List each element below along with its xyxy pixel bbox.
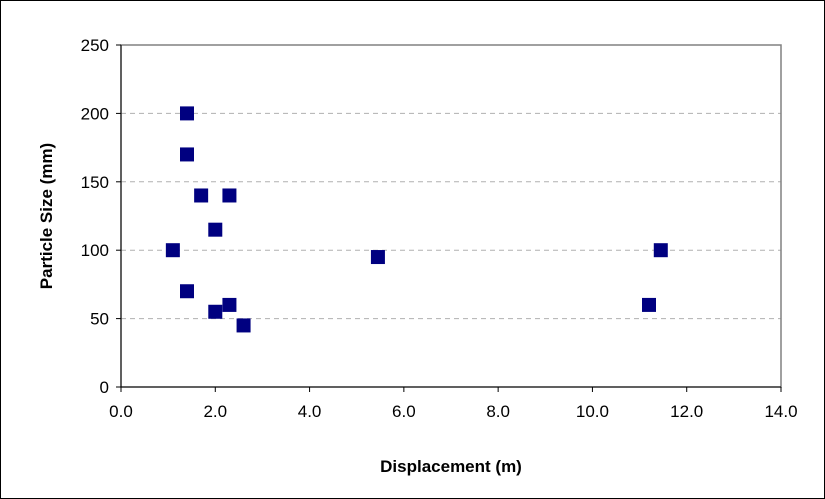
data-point bbox=[370, 250, 385, 265]
data-point bbox=[208, 222, 223, 237]
y-tick-label: 250 bbox=[81, 36, 109, 55]
data-point bbox=[642, 297, 656, 312]
data-point bbox=[208, 304, 223, 319]
x-tick-label: 14.0 bbox=[764, 402, 797, 421]
y-axis-title: Particle Size (mm) bbox=[37, 143, 56, 289]
data-point bbox=[222, 297, 237, 312]
data-point bbox=[180, 147, 194, 162]
x-tick-label: 0.0 bbox=[109, 402, 133, 421]
x-tick-label: 12.0 bbox=[670, 402, 703, 421]
x-axis-title: Displacement (m) bbox=[380, 457, 522, 476]
data-point bbox=[236, 318, 251, 333]
y-tick-label: 150 bbox=[81, 173, 109, 192]
data-point bbox=[653, 243, 668, 258]
x-tick-label: 2.0 bbox=[203, 402, 227, 421]
x-tick-label: 4.0 bbox=[298, 402, 322, 421]
y-tick-label: 0 bbox=[100, 378, 109, 397]
x-tick-label: 6.0 bbox=[392, 402, 416, 421]
x-tick-label: 8.0 bbox=[486, 402, 510, 421]
axis-ticks: 0 50 100 150 200 250 0.0 2.0 4.0 6.0 8.0 10.0 12.0 14… bbox=[81, 36, 798, 421]
data-point bbox=[165, 243, 180, 258]
data-point bbox=[180, 284, 194, 299]
data-point bbox=[194, 188, 209, 203]
data-point bbox=[222, 188, 237, 203]
y-tick-label: 200 bbox=[81, 104, 109, 123]
y-tick-label: 100 bbox=[81, 241, 109, 260]
y-tick-label: 50 bbox=[90, 310, 109, 329]
plot-area bbox=[120, 44, 782, 388]
gridlines bbox=[121, 112, 781, 320]
data-points bbox=[165, 106, 668, 333]
x-tick-label: 10.0 bbox=[576, 402, 609, 421]
data-point bbox=[180, 106, 194, 121]
